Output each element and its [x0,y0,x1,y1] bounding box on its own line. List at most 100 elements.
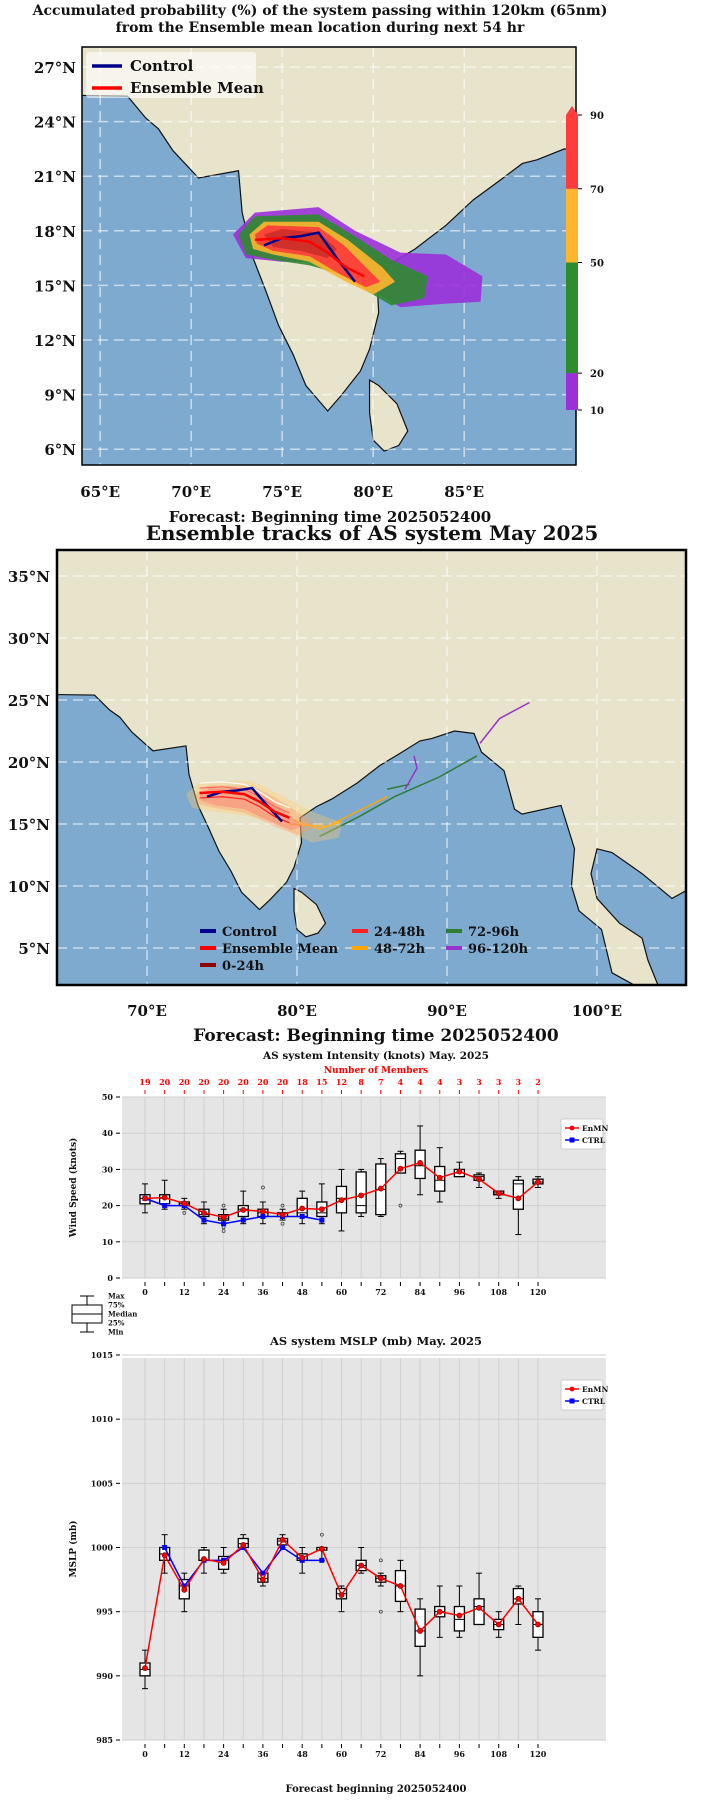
colorbar-segment [566,373,578,410]
enmn-point [377,1185,384,1192]
lat-tick-label: 12°N [34,332,76,350]
legend-label: EnMN [582,1385,608,1394]
lat-tick-label: 21°N [34,168,76,186]
enmn-point [456,1612,463,1619]
colorbar-label: 50 [590,259,604,270]
track-spread [186,780,342,843]
legend-marker [569,1137,575,1143]
legend-label: Control [222,925,277,940]
enmn-point [259,1208,266,1215]
member-count: 20 [257,1077,269,1087]
box-legend-label: Median [108,1310,137,1319]
ctrl-point [299,1213,305,1219]
x-tick-label: 120 [530,1749,547,1759]
y-tick-label: 995 [96,1607,113,1617]
enmn-point [436,1174,443,1181]
enmn-point [299,1554,306,1561]
enmn-point [515,1195,522,1202]
x-tick-label: 60 [336,1287,348,1297]
enmn-point [318,1545,325,1552]
lat-tick-label: 9°N [44,387,76,405]
member-count: 4 [437,1077,443,1087]
legend-marker [569,1398,575,1404]
member-count: 2 [535,1077,541,1087]
ctrl-point [260,1570,266,1576]
enmn-point [338,1592,345,1598]
mslp-xlabel: Forecast beginning 2025052400 [286,1784,467,1795]
enmn-point [318,1206,325,1213]
enmn-point [495,1190,502,1197]
box-legend-label: Min [108,1328,124,1337]
y-tick-label: 40 [102,1128,114,1138]
ctrl-point [260,1213,266,1219]
enmn-point [358,1192,365,1199]
enmn-point [299,1205,306,1212]
y-tick-label: 10 [102,1237,114,1247]
x-tick-label: 60 [336,1749,348,1759]
x-tick-label: 72 [375,1749,386,1759]
enmn-point [240,1542,247,1548]
probability-colorbar: 90 70 50 20 10 [566,106,604,417]
box [355,1171,367,1214]
lat-tick-label: 30°N [8,630,50,648]
legend-label: 96-120h [468,942,529,957]
enmn-point [436,1608,443,1615]
box [394,1153,407,1174]
legend-label: CTRL [582,1397,606,1406]
member-track [199,786,290,814]
x-tick-label: 120 [530,1287,547,1297]
x-tick-label: 36 [257,1749,269,1759]
enmn-point [417,1159,423,1166]
legend-marker [569,1386,575,1392]
enmn-point [535,1621,541,1628]
enmn-point [456,1168,463,1175]
enmn-point [476,1176,482,1183]
box-legend-label: 25% [108,1319,125,1328]
outlier-point [261,1185,265,1190]
map2-axis-ticks: 35°N 30°N 25°N 20°N 15°N 10°N 5°N 70°E 80°E 90°E 1… [8,568,622,1020]
member-count: 4 [417,1077,423,1087]
member-track [404,755,418,790]
y-tick-label: 30 [102,1164,114,1174]
lon-tick-label: 65°E [80,483,120,501]
enmn-point [220,1214,227,1221]
ctrl-point [280,1545,286,1550]
y-tick-label: 20 [102,1201,114,1211]
map2-title: Ensemble tracks of AS system May 2025 [146,521,599,545]
lat-tick-label: 6°N [44,441,76,459]
enmn-point [161,1194,168,1201]
x-tick-label: 24 [218,1749,230,1759]
member-track [293,819,343,830]
intensity-title: AS system Intensity (knots) May. 2025 [262,1050,489,1062]
enmn-point [279,1211,286,1218]
map1-title: Accumulated probability (%) of the syste… [32,3,608,19]
ctrl-point [162,1203,168,1209]
outlier-point [221,1229,226,1233]
x-tick-label: 72 [375,1287,386,1297]
legend-label: CTRL [582,1136,606,1145]
x-tick-label: 36 [257,1287,269,1297]
lon-tick-label: 85°E [444,483,484,501]
enmn-point [377,1575,384,1582]
outlier-point [280,1221,285,1226]
x-tick-label: 48 [297,1749,309,1759]
probability-map [82,47,576,465]
map1-footer: Forecast: Beginning time 2025052400 [169,508,491,526]
lat-tick-label: 24°N [34,114,76,132]
member-count: 3 [476,1077,482,1087]
member-count: 12 [336,1077,347,1087]
lat-tick-label: 27°N [34,59,76,77]
legend-label: Control [130,57,194,75]
enmn-point [181,1200,188,1207]
colorbar-label: 10 [590,406,604,417]
lat-tick-label: 18°N [34,223,76,241]
enmn-point [240,1207,247,1213]
lat-tick-label: 25°N [8,692,50,710]
outlier-point [280,1203,285,1208]
ctrl-point [240,1217,246,1223]
track-spread [195,785,315,836]
y-tick-label: 0 [107,1273,113,1283]
member-track [479,701,530,744]
mslp-title: AS system MSLP (mb) May. 2025 [269,1334,482,1348]
